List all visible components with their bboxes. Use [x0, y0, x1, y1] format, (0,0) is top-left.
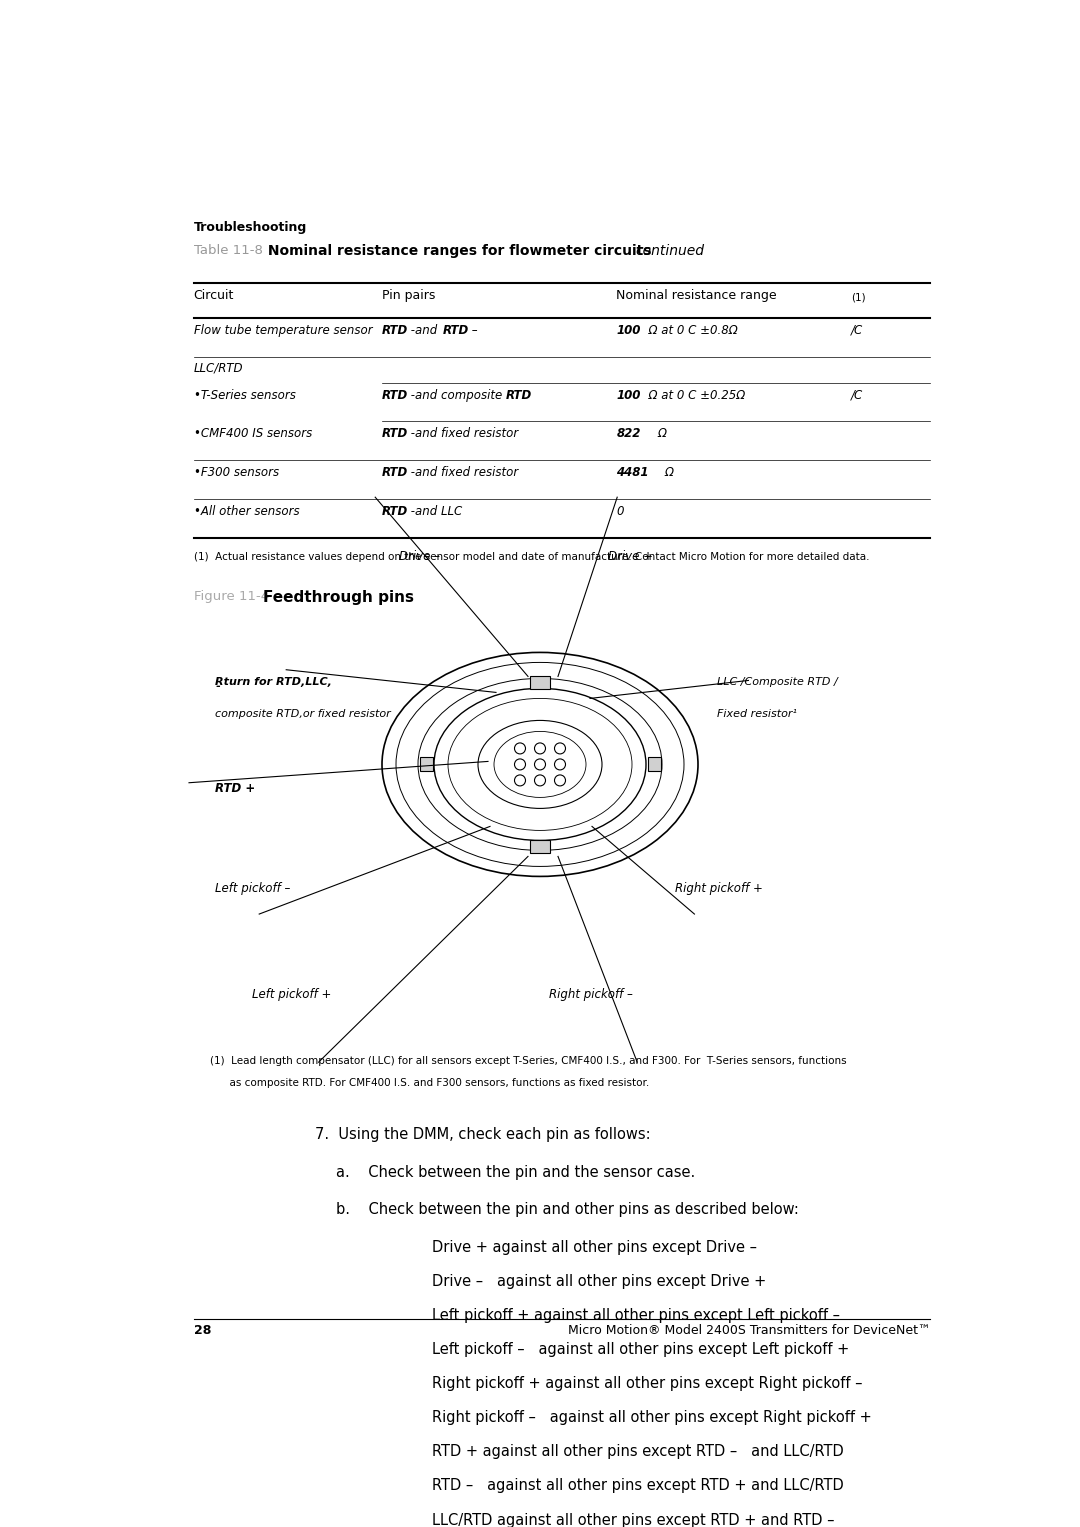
- Text: Circuit: Circuit: [193, 289, 234, 302]
- Text: -and fixed resistor: -and fixed resistor: [407, 466, 518, 479]
- Text: Drive + against all other pins except Drive –: Drive + against all other pins except Dr…: [432, 1240, 757, 1255]
- Text: 28: 28: [193, 1324, 211, 1336]
- Text: -and composite: -and composite: [407, 388, 507, 402]
- Text: Drive –   against all other pins except Drive +: Drive – against all other pins except Dr…: [432, 1274, 767, 1289]
- Text: Ω: Ω: [643, 428, 667, 440]
- Text: Left pickoff –   against all other pins except Left pickoff +: Left pickoff – against all other pins ex…: [432, 1342, 849, 1358]
- Text: 100: 100: [617, 324, 640, 336]
- Text: (1)  Lead length compensator (LLC) for all sensors except T-Series, CMF400 I.S.,: (1) Lead length compensator (LLC) for al…: [211, 1057, 847, 1066]
- Text: RTD + against all other pins except RTD –   and LLC/RTD: RTD + against all other pins except RTD …: [432, 1445, 843, 1460]
- Text: Feedthrough pins: Feedthrough pins: [264, 589, 414, 605]
- Text: Right pickoff –: Right pickoff –: [550, 988, 633, 1002]
- Text: Left pickoff –: Left pickoff –: [215, 883, 289, 895]
- Text: 7.  Using the DMM, check each pin as follows:: 7. Using the DMM, check each pin as foll…: [315, 1127, 650, 1142]
- Text: 100: 100: [617, 388, 640, 402]
- Text: 0: 0: [617, 505, 624, 518]
- Text: •F300 sensors: •F300 sensors: [193, 466, 279, 479]
- Text: Flow tube temperature sensor: Flow tube temperature sensor: [193, 324, 373, 336]
- Text: RTD: RTD: [382, 505, 408, 518]
- Text: Left pickoff + against all other pins except Left pickoff –: Left pickoff + against all other pins ex…: [432, 1309, 840, 1322]
- Text: RTD: RTD: [505, 388, 532, 402]
- Text: /C: /C: [851, 324, 863, 336]
- Text: RTD: RTD: [382, 388, 408, 402]
- Text: (1)  Actual resistance values depend on the sensor model and date of manufacture: (1) Actual resistance values depend on t…: [193, 551, 869, 562]
- Text: a.    Check between the pin and the sensor case.: a. Check between the pin and the sensor …: [336, 1165, 696, 1179]
- FancyBboxPatch shape: [419, 757, 432, 771]
- Text: Drive +: Drive +: [608, 550, 653, 562]
- Text: Fixed resistor¹: Fixed resistor¹: [717, 709, 797, 719]
- Text: b.    Check between the pin and other pins as described below:: b. Check between the pin and other pins …: [336, 1202, 799, 1217]
- Text: •CMF400 IS sensors: •CMF400 IS sensors: [193, 428, 312, 440]
- Text: -and LLC: -and LLC: [407, 505, 462, 518]
- Text: -and fixed resistor: -and fixed resistor: [407, 428, 518, 440]
- Text: Ṟturn for RTD,LLC,: Ṟturn for RTD,LLC,: [215, 676, 332, 687]
- Text: continued: continued: [635, 244, 704, 258]
- Text: Ω at 0 C ±0.8Ω: Ω at 0 C ±0.8Ω: [642, 324, 738, 336]
- FancyBboxPatch shape: [530, 676, 550, 689]
- Text: RTD: RTD: [382, 466, 408, 479]
- Text: as composite RTD. For CMF400 I.S. and F300 sensors, functions as fixed resistor.: as composite RTD. For CMF400 I.S. and F3…: [211, 1078, 649, 1087]
- Text: -and: -and: [407, 324, 441, 336]
- Text: Nominal resistance range: Nominal resistance range: [617, 289, 777, 302]
- FancyBboxPatch shape: [530, 840, 550, 852]
- Text: (1): (1): [851, 293, 865, 302]
- Text: Micro Motion® Model 2400S Transmitters for DeviceNet™: Micro Motion® Model 2400S Transmitters f…: [568, 1324, 930, 1336]
- Text: RTD: RTD: [382, 428, 408, 440]
- Text: RTD +: RTD +: [215, 782, 255, 796]
- Text: LLC/RTD against all other pins except RTD + and RTD –: LLC/RTD against all other pins except RT…: [432, 1513, 835, 1527]
- Text: Drive –: Drive –: [399, 550, 440, 562]
- Text: Left pickoff +: Left pickoff +: [253, 988, 332, 1002]
- Text: Table 11-8: Table 11-8: [193, 244, 262, 258]
- Text: •T-Series sensors: •T-Series sensors: [193, 388, 296, 402]
- Text: •All other sensors: •All other sensors: [193, 505, 299, 518]
- Text: Ω: Ω: [650, 466, 674, 479]
- Text: Nominal resistance ranges for flowmeter circuits: Nominal resistance ranges for flowmeter …: [264, 244, 651, 258]
- Text: LLC /Composite RTD /: LLC /Composite RTD /: [717, 676, 837, 687]
- Text: composite RTD,or fixed resistor: composite RTD,or fixed resistor: [215, 709, 390, 719]
- FancyBboxPatch shape: [648, 757, 661, 771]
- Text: Right pickoff +: Right pickoff +: [675, 883, 762, 895]
- Text: /C: /C: [851, 388, 863, 402]
- Text: Troubleshooting: Troubleshooting: [193, 221, 307, 234]
- Text: Right pickoff + against all other pins except Right pickoff –: Right pickoff + against all other pins e…: [432, 1376, 863, 1391]
- Text: RTD –   against all other pins except RTD + and LLC/RTD: RTD – against all other pins except RTD …: [432, 1478, 843, 1493]
- Text: –: –: [468, 324, 477, 336]
- Text: Pin pairs: Pin pairs: [382, 289, 435, 302]
- Text: RTD: RTD: [382, 324, 408, 336]
- Text: 4481: 4481: [617, 466, 649, 479]
- Text: 822: 822: [617, 428, 640, 440]
- Text: RTD: RTD: [443, 324, 470, 336]
- Text: Figure 11-4: Figure 11-4: [193, 589, 269, 603]
- Text: Right pickoff –   against all other pins except Right pickoff +: Right pickoff – against all other pins e…: [432, 1411, 872, 1425]
- Text: Ω at 0 C ±0.25Ω: Ω at 0 C ±0.25Ω: [642, 388, 745, 402]
- Text: LLC/RTD: LLC/RTD: [193, 362, 243, 374]
